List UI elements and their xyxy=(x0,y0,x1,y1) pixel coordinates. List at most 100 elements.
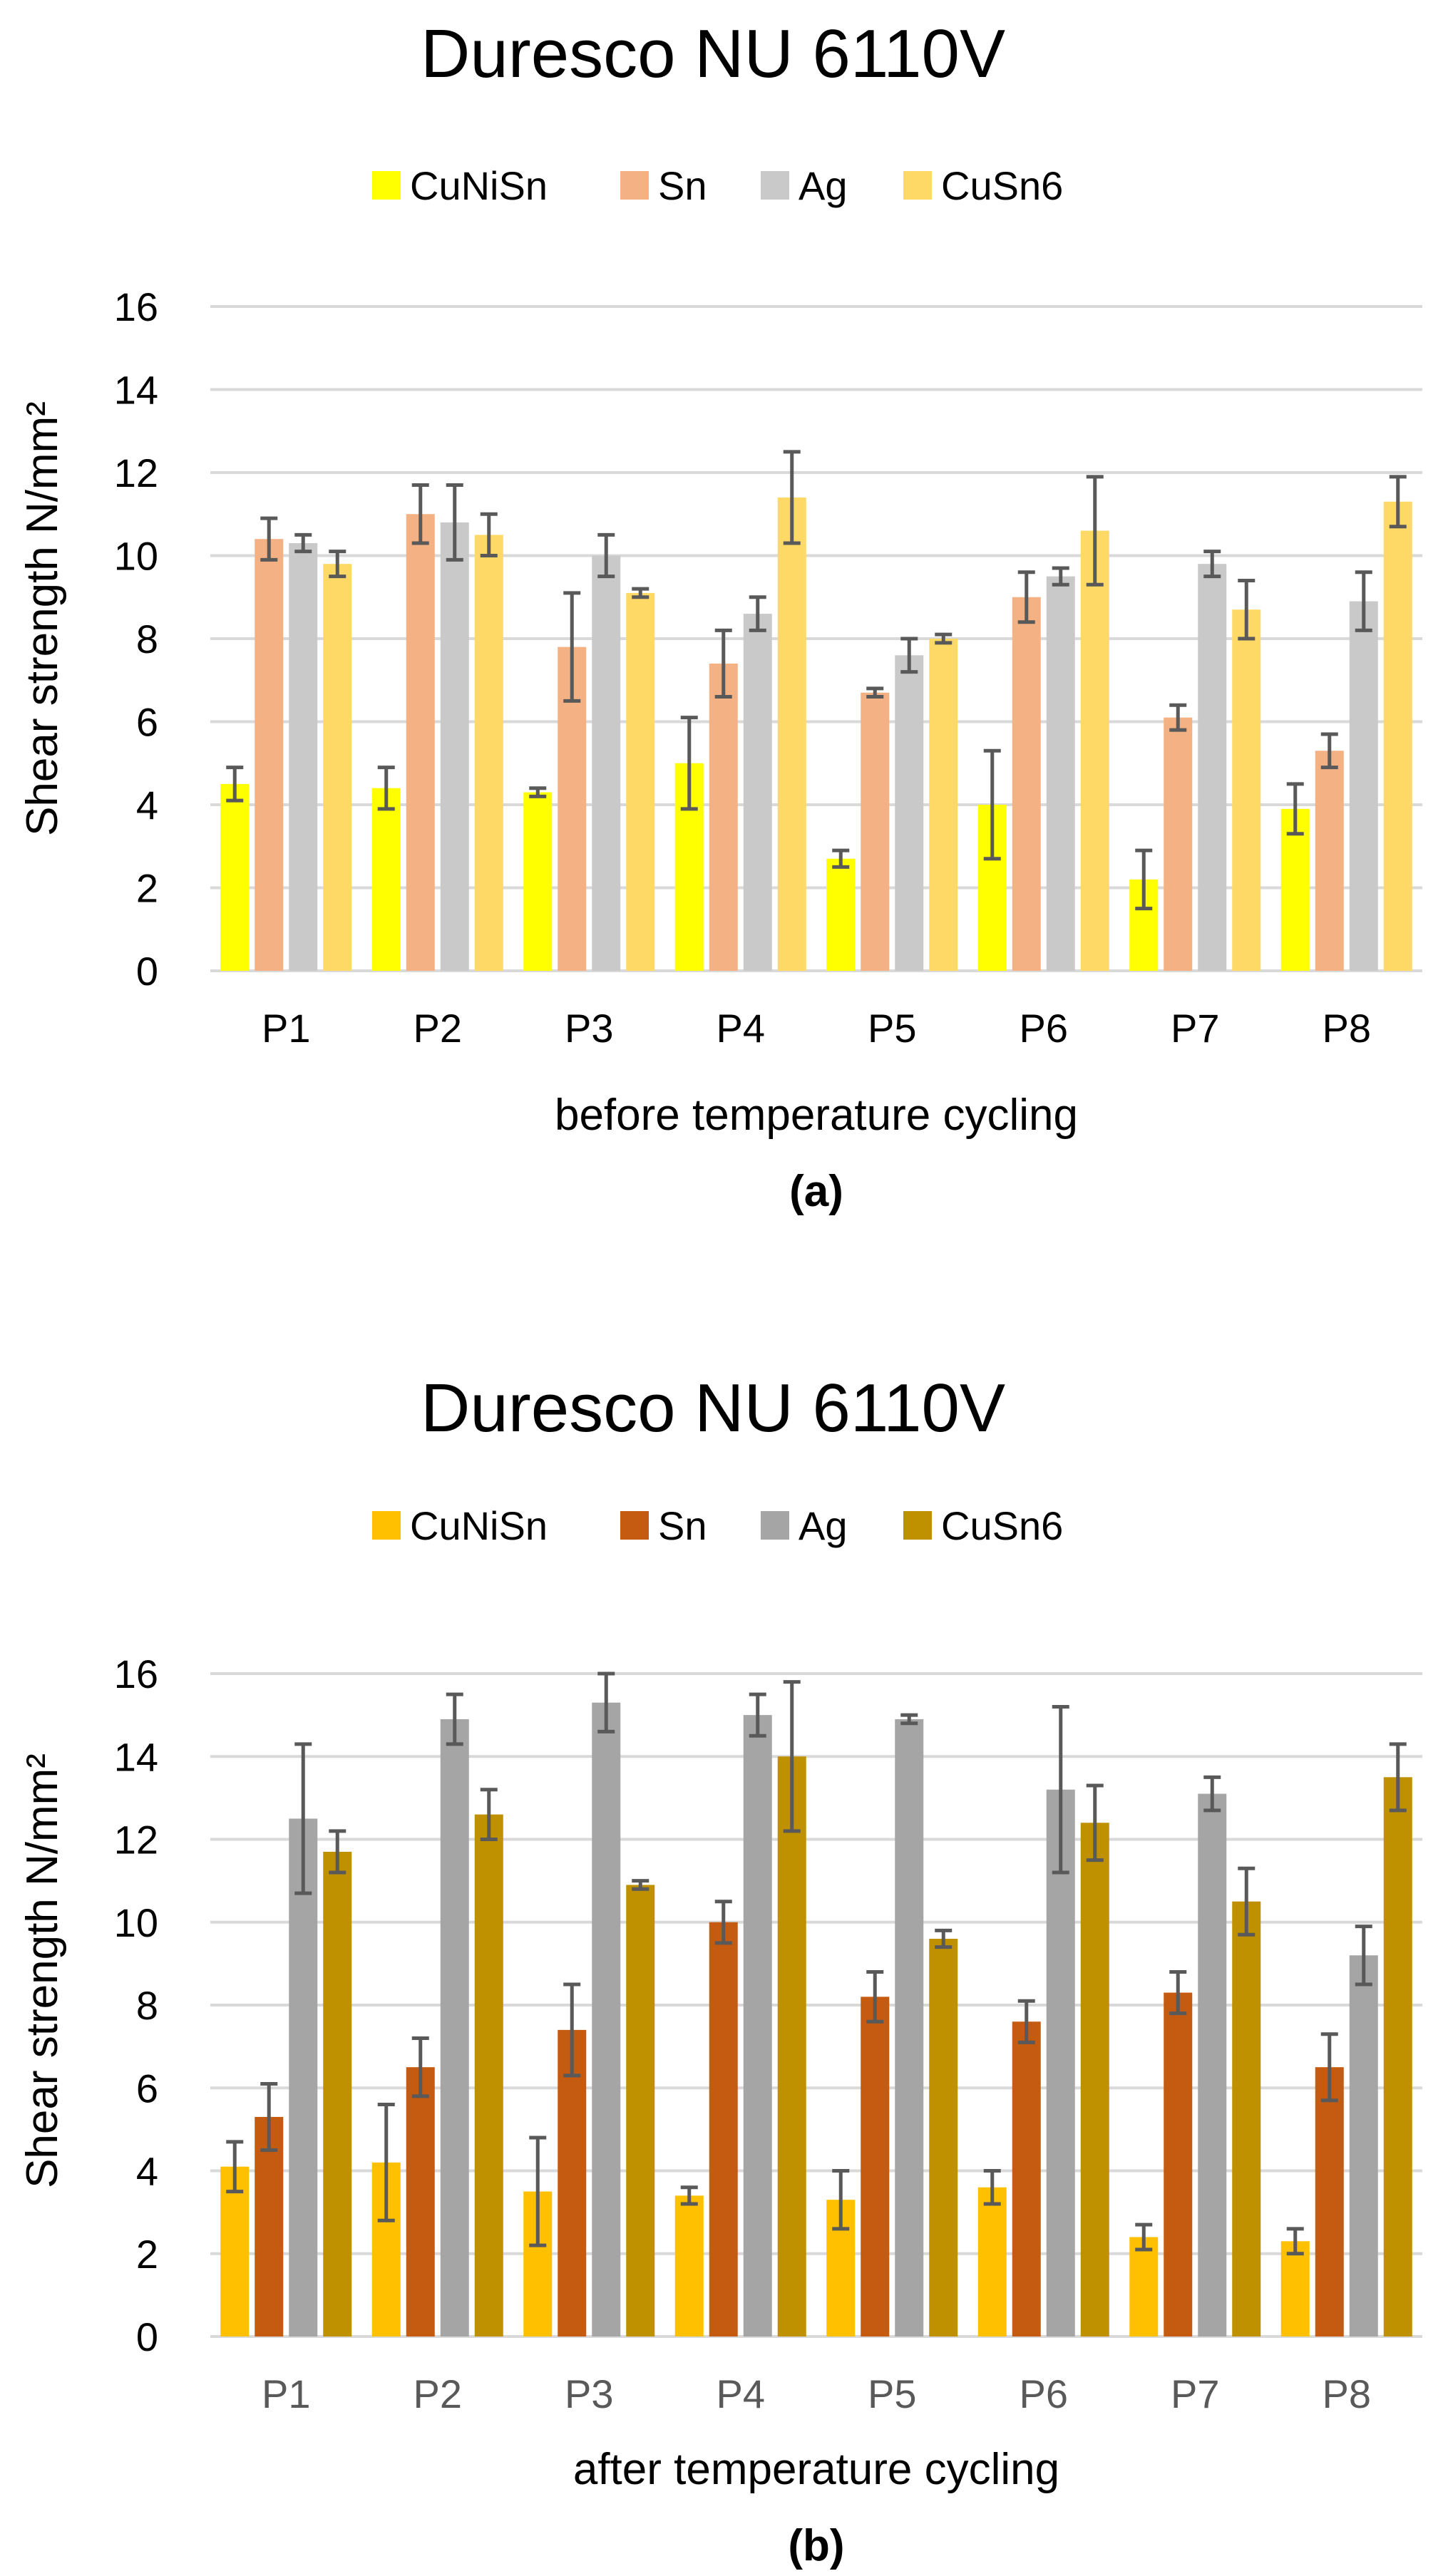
legend: CuNiSn Sn Ag CuSn6 xyxy=(372,163,1063,208)
error-bar-cusn6-p2 xyxy=(480,1788,498,1841)
bar-cunisn-p8 xyxy=(1280,2241,1310,2337)
legend-item-cunisn: CuNiSn xyxy=(372,1503,548,1548)
error-bar-sn-p6 xyxy=(1017,570,1035,624)
bar-cusn6-p3 xyxy=(626,1885,655,2337)
y-tick-label: 4 xyxy=(136,783,158,828)
bar-sn-p5 xyxy=(861,692,890,971)
y-tick-label: 6 xyxy=(136,2066,158,2111)
legend-item-cusn6: CuSn6 xyxy=(903,163,1063,208)
legend-label: CuSn6 xyxy=(941,163,1063,208)
bar-ag-p5 xyxy=(895,1719,924,2337)
chart-title: Duresco NU 6110V xyxy=(421,16,1005,92)
error-bar-sn-p1 xyxy=(260,2081,278,2152)
error-bar-ag-p8 xyxy=(1355,1925,1372,1987)
error-bar-ag-p3 xyxy=(597,1671,615,1733)
y-axis-ticks: 0 2 4 6 8 10 12 14 16 xyxy=(114,1652,158,2359)
error-bar-cusn6-p6 xyxy=(1086,475,1104,587)
x-tick-label: P1 xyxy=(262,2371,311,2416)
bars xyxy=(220,450,1412,971)
error-bar-sn-p7 xyxy=(1169,703,1187,732)
error-bar-sn-p8 xyxy=(1320,2032,1338,2103)
legend-swatch xyxy=(372,1511,401,1540)
error-bar-cusn6-p7 xyxy=(1238,1866,1256,1937)
legend-item-cunisn: CuNiSn xyxy=(372,163,548,208)
error-bar-cunisn-p8 xyxy=(1286,782,1304,836)
error-bar-cusn6-p4 xyxy=(783,1680,801,1833)
error-bar-cusn6-p3 xyxy=(632,1879,650,1891)
y-tick-label: 14 xyxy=(114,368,158,413)
error-bar-ag-p8 xyxy=(1355,570,1372,632)
bar-cusn6-p2 xyxy=(474,1814,503,2337)
y-axis-title: Shear strength N/mm² xyxy=(18,401,67,836)
error-bar-sn-p7 xyxy=(1169,1970,1187,2016)
error-bar-cunisn-p3 xyxy=(529,2135,547,2247)
bar-sn-p6 xyxy=(1012,2021,1041,2337)
error-bar-cusn6-p5 xyxy=(935,1928,953,1949)
y-tick-label: 14 xyxy=(114,1734,158,1779)
bar-cunisn-p2 xyxy=(371,788,401,971)
error-bar-cunisn-p2 xyxy=(377,766,395,811)
bar-cusn6-p4 xyxy=(777,497,806,971)
bar-cusn6-p6 xyxy=(1080,530,1109,971)
error-bar-sn-p2 xyxy=(411,483,429,545)
error-bar-ag-p2 xyxy=(446,1692,463,1746)
x-tick-label: P3 xyxy=(565,2371,614,2416)
error-bar-cunisn-p4 xyxy=(680,716,698,811)
error-bar-cunisn-p5 xyxy=(832,848,850,869)
bar-cusn6-p3 xyxy=(626,592,655,971)
error-bar-cunisn-p1 xyxy=(226,2140,244,2194)
x-tick-label: P5 xyxy=(868,2371,917,2416)
legend-item-sn: Sn xyxy=(620,1503,707,1548)
bar-cunisn-p1 xyxy=(220,2166,250,2337)
bar-sn-p7 xyxy=(1164,717,1193,971)
y-tick-label: 12 xyxy=(114,1818,158,1863)
bar-ag-p6 xyxy=(1046,576,1075,971)
chart-title: Duresco NU 6110V xyxy=(421,1370,1005,1446)
bar-cunisn-p3 xyxy=(523,792,553,971)
x-tick-label: P6 xyxy=(1020,2371,1069,2416)
bar-ag-p1 xyxy=(289,543,318,971)
bar-sn-p1 xyxy=(255,2116,284,2337)
error-bar-ag-p6 xyxy=(1052,1705,1069,1875)
bar-ag-p8 xyxy=(1349,601,1378,971)
bar-cusn6-p1 xyxy=(323,1851,352,2337)
bar-cusn6-p1 xyxy=(323,564,352,971)
error-bar-sn-p3 xyxy=(563,1982,581,2078)
legend-swatch xyxy=(903,171,932,200)
bar-sn-p8 xyxy=(1315,2067,1344,2337)
bar-cunisn-p4 xyxy=(674,2195,704,2337)
bar-cusn6-p5 xyxy=(929,639,958,971)
y-tick-label: 0 xyxy=(136,2314,158,2359)
bar-sn-p2 xyxy=(406,514,435,971)
bar-cusn6-p8 xyxy=(1383,501,1412,971)
panel-label: (b) xyxy=(788,2521,844,2570)
legend-swatch xyxy=(903,1511,932,1540)
error-bar-cunisn-p3 xyxy=(529,786,547,798)
x-axis-ticks: P1 P2 P3 P4 P5 P6 P7 P8 xyxy=(262,1006,1371,1051)
bar-ag-p3 xyxy=(592,555,621,971)
bar-ag-p1 xyxy=(289,1818,318,2337)
x-axis-title: before temperature cycling xyxy=(555,1091,1078,1140)
legend-label: CuSn6 xyxy=(941,1503,1063,1548)
legend: CuNiSn Sn Ag CuSn6 xyxy=(372,1503,1063,1548)
error-bar-ag-p7 xyxy=(1203,1775,1221,1813)
bar-sn-p5 xyxy=(861,1997,890,2337)
error-bar-cusn6-p4 xyxy=(783,450,801,545)
error-bar-ag-p1 xyxy=(294,532,312,554)
y-tick-label: 16 xyxy=(114,284,158,329)
bar-sn-p2 xyxy=(406,2067,435,2337)
error-bar-cusn6-p8 xyxy=(1389,475,1407,529)
error-bar-sn-p3 xyxy=(563,591,581,703)
bar-cunisn-p7 xyxy=(1129,2237,1159,2337)
y-axis-ticks: 0 2 4 6 8 10 12 14 16 xyxy=(114,284,158,994)
bar-sn-p1 xyxy=(255,539,284,971)
error-bar-cunisn-p4 xyxy=(680,2185,698,2206)
bar-ag-p4 xyxy=(743,1715,772,2337)
y-tick-label: 16 xyxy=(114,1652,158,1696)
bar-cunisn-p5 xyxy=(826,858,856,971)
legend-label: Ag xyxy=(799,1503,848,1548)
bar-ag-p2 xyxy=(440,522,469,971)
error-bar-ag-p4 xyxy=(749,1692,766,1738)
error-bar-cunisn-p6 xyxy=(983,748,1001,861)
legend-swatch xyxy=(372,171,401,200)
